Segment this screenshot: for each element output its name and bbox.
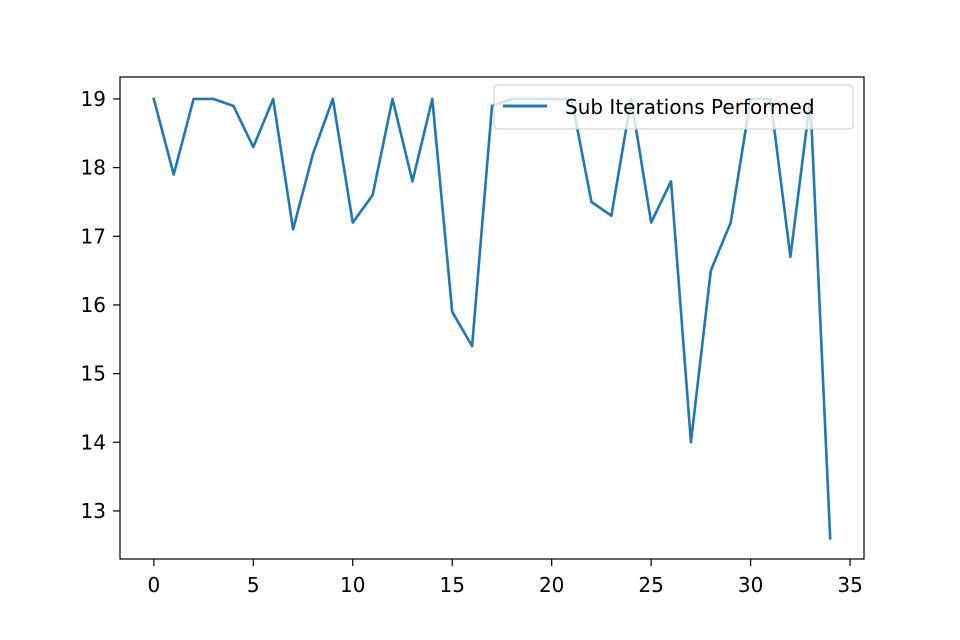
x-tick-label: 15 — [439, 573, 464, 597]
axes-frame — [119, 76, 865, 560]
x-tick-label: 25 — [638, 573, 663, 597]
legend: Sub Iterations Performed — [493, 84, 854, 130]
y-tick-label: 19 — [81, 87, 106, 111]
y-tick-label: 14 — [81, 430, 106, 454]
plot-area — [120, 77, 864, 559]
x-tick-label: 35 — [837, 573, 862, 597]
y-axis: 13 14 15 16 17 18 19 — [81, 87, 120, 523]
plot-content — [152, 97, 832, 540]
y-tick-label: 13 — [81, 499, 106, 523]
y-tick-label: 17 — [81, 224, 106, 248]
y-tick-label: 15 — [81, 362, 106, 386]
legend-box — [493, 84, 854, 130]
x-tick-label: 30 — [738, 573, 763, 597]
x-tick-label: 20 — [539, 573, 564, 597]
x-tick-label: 10 — [340, 573, 365, 597]
y-tick-label: 16 — [81, 293, 106, 317]
x-tick-label: 0 — [147, 573, 160, 597]
series-line — [152, 97, 832, 540]
y-tick-label: 18 — [81, 156, 106, 180]
legend-label: Sub Iterations Performed — [565, 95, 815, 119]
x-axis: 0 5 10 15 20 25 30 35 — [147, 559, 863, 597]
x-tick-label: 5 — [247, 573, 260, 597]
